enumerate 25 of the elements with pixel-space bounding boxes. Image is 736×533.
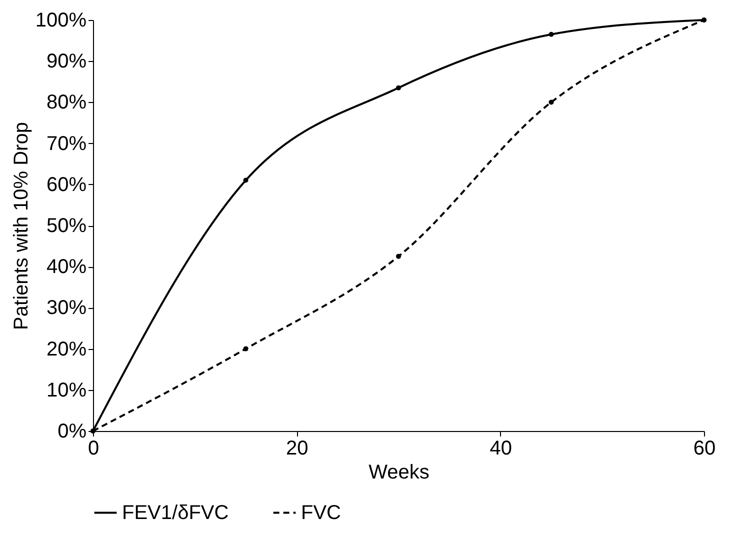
x-tick-label: 0: [88, 438, 100, 460]
y-tick-label: 90%: [46, 50, 87, 73]
y-tick-label: 50%: [46, 215, 87, 237]
y-tick-label: 60%: [46, 174, 87, 196]
x-axis-title: Weeks: [368, 462, 430, 484]
y-tick-label: 30%: [46, 297, 87, 320]
point: [548, 100, 554, 105]
y-tick-label: 40%: [46, 256, 87, 278]
y-tick-label: 80%: [46, 92, 87, 114]
legend-label: FEV1/δFVC: [122, 502, 229, 524]
point: [396, 254, 401, 259]
x-tick-label: 20: [286, 438, 308, 460]
y-tick-label: 100%: [35, 10, 87, 32]
point: [548, 32, 554, 37]
y-tick-label: 10%: [46, 379, 87, 402]
point: [396, 85, 401, 90]
y-axis-title: Patients with 10% Drop: [10, 122, 32, 330]
x-tick-label: 60: [693, 438, 716, 460]
y-tick-label: 20%: [46, 338, 87, 360]
y-tick-label: 70%: [46, 132, 87, 155]
legend-label: FVC: [301, 502, 341, 524]
point: [243, 346, 248, 352]
x-tick-label: 40: [490, 438, 512, 460]
point: [243, 178, 248, 183]
y-tick-label: 0%: [58, 420, 87, 442]
